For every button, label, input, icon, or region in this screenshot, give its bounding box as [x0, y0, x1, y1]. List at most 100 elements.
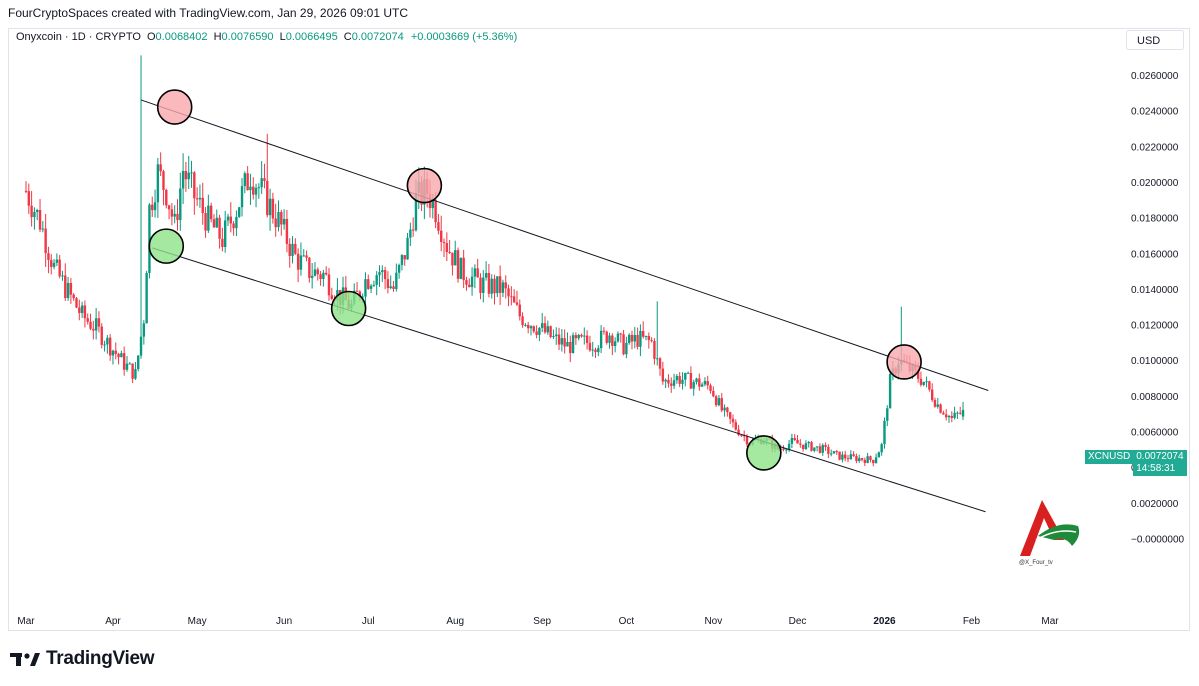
candle-body — [625, 342, 628, 355]
candle-body — [167, 205, 171, 210]
candle-body — [50, 259, 53, 267]
candle-body — [414, 192, 418, 231]
candle-body — [204, 213, 207, 231]
price-countdown-box: 0.0072074 14:58:31 — [1133, 450, 1187, 476]
watermark-logo — [1020, 500, 1080, 556]
resistance-touch-marker — [406, 167, 443, 204]
candle-body — [44, 228, 47, 254]
y-tick-label: 0.0080000 — [1131, 392, 1179, 403]
candle-body — [611, 335, 614, 347]
candle-body — [392, 286, 395, 289]
candle-body — [597, 348, 600, 353]
candle-body — [647, 335, 651, 341]
candle-body — [299, 255, 303, 270]
candle-body — [507, 288, 510, 297]
candle-body — [667, 379, 670, 384]
y-tick-label: −0.0000000 — [1131, 534, 1185, 545]
candle-body — [187, 172, 190, 180]
candle-body — [726, 407, 729, 413]
candle-body — [151, 204, 154, 211]
candle-body — [120, 353, 123, 358]
candle-body — [361, 296, 364, 298]
candle-body — [538, 327, 541, 335]
candle-body — [66, 283, 70, 299]
candle-body — [400, 255, 404, 265]
candle-body — [689, 372, 693, 389]
candle-body — [740, 435, 743, 437]
candle-body — [190, 172, 193, 174]
y-tick-label: 0.0160000 — [1131, 249, 1179, 260]
candle-body — [462, 257, 465, 281]
candle-body — [563, 338, 566, 347]
candle-body — [484, 273, 488, 278]
candle-body — [799, 443, 802, 445]
candle-body — [153, 202, 157, 211]
candle-body — [212, 219, 216, 228]
candle-body — [173, 213, 176, 217]
candle-body — [866, 456, 869, 464]
support-touch-marker — [746, 435, 782, 471]
currency-button[interactable]: USD — [1126, 30, 1184, 50]
candle-body — [880, 444, 883, 453]
support-touch-marker — [148, 228, 185, 264]
candle-body — [493, 278, 496, 294]
candle-body — [36, 210, 39, 212]
candle-body — [285, 218, 289, 244]
candle-body — [330, 295, 333, 299]
candle-body — [271, 198, 275, 219]
candle-body — [296, 253, 300, 270]
low-value: 0.0066495 — [285, 31, 338, 43]
candle-body — [159, 164, 162, 172]
candle-body — [375, 275, 378, 285]
x-tick-label: Jul — [362, 616, 375, 627]
x-tick-label: Nov — [704, 616, 722, 627]
candle-body — [827, 446, 830, 454]
candle-body — [240, 186, 244, 208]
candle-body — [510, 296, 513, 298]
candle-body — [431, 199, 434, 209]
y-tick-label: 0.0120000 — [1131, 321, 1179, 332]
candle-body — [512, 296, 516, 303]
brand-name: TradingView — [46, 648, 155, 669]
candle-body — [170, 209, 174, 217]
candle-body — [535, 331, 538, 335]
candle-body — [221, 238, 224, 247]
candle-body — [552, 336, 555, 338]
candle-body — [252, 186, 255, 195]
candle-body — [33, 211, 36, 218]
x-tick-label: Jun — [276, 616, 292, 627]
candle-body — [616, 333, 620, 342]
resistance-touch-marker — [886, 344, 922, 380]
candle-body — [139, 336, 143, 356]
high-value: 0.0076590 — [221, 31, 274, 43]
symbol-title[interactable]: Onyxcoin · 1D · CRYPTO — [16, 31, 141, 43]
x-tick-label: Dec — [789, 616, 807, 627]
candle-body — [678, 376, 681, 384]
candle-body — [322, 272, 325, 279]
candle-body — [950, 415, 954, 418]
candle-body — [94, 318, 98, 331]
candle-body — [184, 171, 188, 180]
candle-body — [675, 376, 679, 381]
y-tick-label: 0.0220000 — [1131, 142, 1179, 153]
candle-body — [41, 228, 45, 230]
candle-body — [731, 418, 735, 423]
candle-body — [720, 398, 723, 411]
candle-body — [656, 358, 659, 360]
change-value: +0.0003669 (+5.36%) — [410, 31, 518, 43]
candle-body — [308, 257, 311, 278]
candle-body — [835, 451, 838, 453]
tradingview-brand[interactable]: TradingView — [10, 648, 155, 670]
x-tick-label: Aug — [446, 616, 464, 627]
candle-body — [860, 458, 864, 460]
candle-body — [24, 190, 28, 192]
candle-body — [52, 262, 56, 267]
candle-body — [829, 453, 833, 455]
candle-body — [72, 294, 75, 299]
candle-body — [195, 198, 199, 200]
y-tick-label: 0.0180000 — [1131, 214, 1179, 225]
candle-body — [863, 459, 867, 464]
candle-body — [557, 334, 561, 345]
candle-body — [364, 279, 367, 297]
